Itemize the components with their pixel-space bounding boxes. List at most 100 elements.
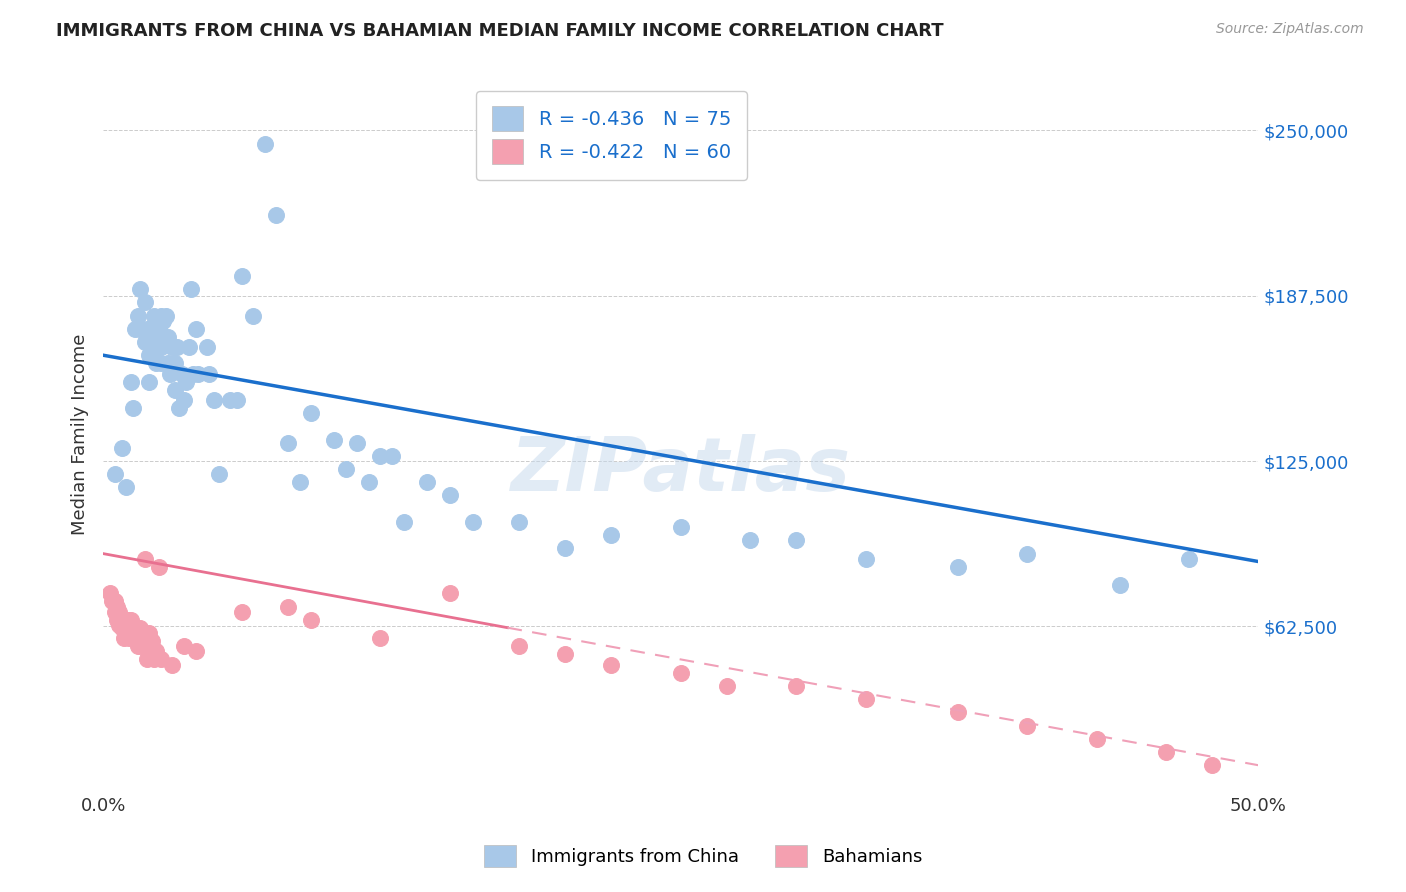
Point <box>381 449 404 463</box>
Point <box>439 488 461 502</box>
Point <box>219 393 242 408</box>
Point <box>1017 547 1039 561</box>
Point <box>1178 552 1201 566</box>
Point <box>163 356 186 370</box>
Point <box>104 594 127 608</box>
Point <box>143 348 166 362</box>
Point <box>152 314 174 328</box>
Point <box>198 367 221 381</box>
Point <box>134 334 156 349</box>
Point <box>1154 745 1177 759</box>
Point <box>122 401 145 416</box>
Point <box>266 208 288 222</box>
Point <box>136 652 159 666</box>
Point <box>181 367 204 381</box>
Point <box>716 679 738 693</box>
Point <box>120 375 142 389</box>
Point <box>108 618 131 632</box>
Point <box>143 309 166 323</box>
Point <box>141 634 163 648</box>
Point <box>357 475 380 490</box>
Point <box>149 340 172 354</box>
Point <box>785 679 807 693</box>
Point <box>785 533 807 548</box>
Text: ZIPatlas: ZIPatlas <box>510 434 851 507</box>
Point <box>335 462 357 476</box>
Point <box>112 632 135 646</box>
Point <box>141 334 163 349</box>
Point <box>124 626 146 640</box>
Point <box>202 393 225 408</box>
Point <box>155 334 177 349</box>
Point <box>231 268 253 283</box>
Point <box>149 309 172 323</box>
Point <box>184 322 207 336</box>
Point <box>277 435 299 450</box>
Point <box>115 618 138 632</box>
Point <box>134 295 156 310</box>
Point <box>124 632 146 646</box>
Point <box>104 467 127 482</box>
Point <box>177 340 200 354</box>
Point <box>149 652 172 666</box>
Point <box>143 652 166 666</box>
Point <box>162 657 184 672</box>
Point <box>131 632 153 646</box>
Point <box>415 475 437 490</box>
Point <box>392 515 415 529</box>
Point <box>600 657 623 672</box>
Point <box>110 613 132 627</box>
Point <box>129 632 152 646</box>
Point <box>288 475 311 490</box>
Point <box>120 613 142 627</box>
Point <box>105 599 128 614</box>
Point <box>117 621 139 635</box>
Point <box>110 621 132 635</box>
Point <box>108 605 131 619</box>
Point <box>208 467 231 482</box>
Point <box>370 632 392 646</box>
Legend: Immigrants from China, Bahamians: Immigrants from China, Bahamians <box>477 838 929 874</box>
Point <box>461 515 484 529</box>
Point <box>166 340 188 354</box>
Point <box>117 613 139 627</box>
Point <box>162 340 184 354</box>
Point <box>170 367 193 381</box>
Point <box>195 340 218 354</box>
Point <box>145 644 167 658</box>
Point <box>149 356 172 370</box>
Point <box>138 348 160 362</box>
Point <box>155 309 177 323</box>
Point <box>127 639 149 653</box>
Point <box>855 552 877 566</box>
Point <box>159 367 181 381</box>
Point <box>148 559 170 574</box>
Point <box>138 639 160 653</box>
Point <box>439 586 461 600</box>
Point <box>1201 758 1223 772</box>
Point <box>299 406 322 420</box>
Point <box>226 393 249 408</box>
Point <box>122 621 145 635</box>
Point <box>127 626 149 640</box>
Text: Source: ZipAtlas.com: Source: ZipAtlas.com <box>1216 22 1364 37</box>
Point <box>1085 731 1108 746</box>
Point <box>115 613 138 627</box>
Point <box>129 621 152 635</box>
Point <box>554 647 576 661</box>
Point <box>138 626 160 640</box>
Text: IMMIGRANTS FROM CHINA VS BAHAMIAN MEDIAN FAMILY INCOME CORRELATION CHART: IMMIGRANTS FROM CHINA VS BAHAMIAN MEDIAN… <box>56 22 943 40</box>
Point <box>136 322 159 336</box>
Point <box>156 329 179 343</box>
Point <box>104 605 127 619</box>
Point <box>163 383 186 397</box>
Point <box>299 613 322 627</box>
Point <box>138 375 160 389</box>
Point <box>105 613 128 627</box>
Point <box>346 435 368 450</box>
Point <box>508 639 530 653</box>
Point <box>134 552 156 566</box>
Point <box>115 626 138 640</box>
Point <box>1017 718 1039 732</box>
Point <box>122 626 145 640</box>
